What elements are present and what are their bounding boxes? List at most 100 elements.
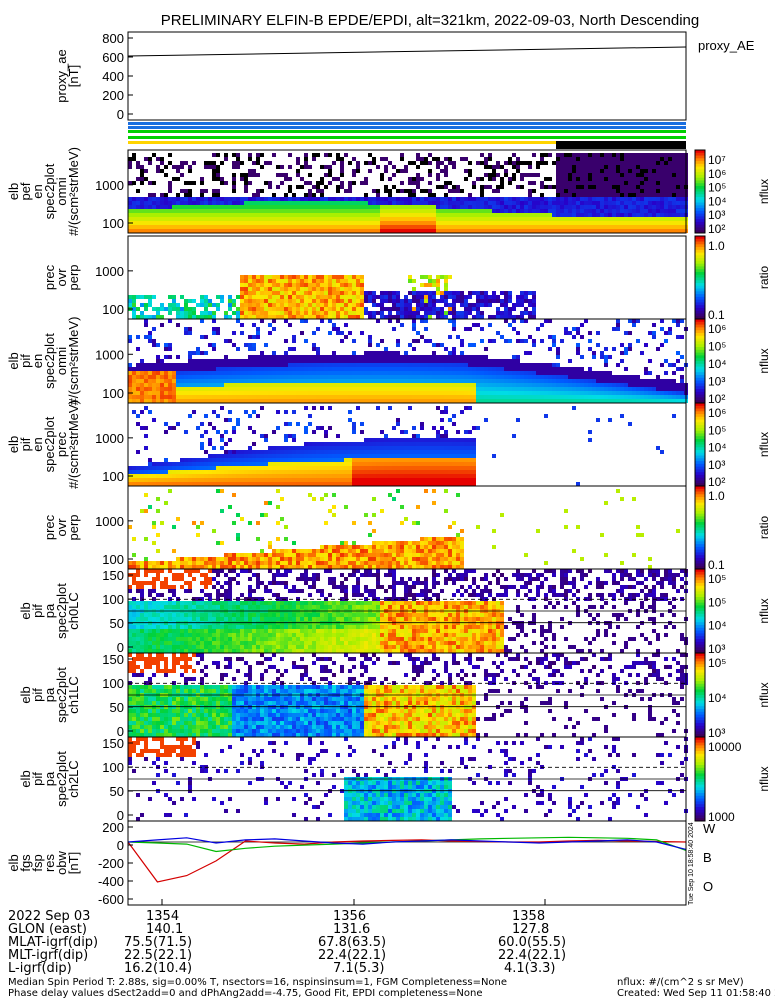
colorbar-tick-i-omni-4: 10²	[708, 392, 725, 406]
ylabel-i-ratio-0: prec	[42, 514, 57, 540]
ytick-proxy-ae-1: 600	[102, 50, 124, 65]
proxy-ae-legend: proxy_AE	[698, 38, 755, 53]
ylabel-i-prec-5: #/(scm²strMeV)	[66, 400, 81, 489]
ephem-label-l: L-igrf(dip)	[8, 961, 72, 976]
panel-pa-ch1	[127, 652, 706, 738]
colorbar-tick-i-omni-0: 10⁶	[708, 322, 726, 336]
colorbar-label-pa-ch1: nflux	[757, 682, 771, 707]
colorbar-tick-e-ratio-1: 0.1	[708, 308, 725, 322]
proxy-ae-line	[127, 46, 687, 57]
panel-e-ratio	[127, 235, 706, 320]
ylabel-e-omni-1: pef	[18, 182, 33, 200]
ylabel-e-omni-2: en	[30, 184, 45, 198]
ephem-mlt-2-value: 22.4(22.1)	[318, 948, 387, 963]
ephem-glon-3-value: 127.8	[512, 922, 550, 937]
ylabel-pa-ch0-0: elb	[18, 602, 33, 619]
colorbar-i-omni	[694, 318, 706, 404]
colorbar-label-pa-ch0: nflux	[757, 598, 771, 623]
ylabel-i-omni-4: omni	[54, 347, 69, 375]
ephemeris-row-glon: GLON (east)	[8, 923, 87, 936]
ytick-pa-ch2-1: 100	[102, 760, 124, 775]
ephem-tick-1354: 1354	[146, 910, 179, 923]
fgs-legend-B: B	[703, 850, 712, 865]
colorbar-tick-pa-ch2-1: 1000	[708, 810, 735, 824]
ylabel-i-omni-5: #/(scm²strMeV)	[66, 317, 81, 406]
ylabel-fgs-4: obw	[54, 850, 69, 874]
ylabel-e-omni-5: #/(scm²strMeV)	[66, 147, 81, 236]
ephem-l-3-value: 4.1(3.3)	[504, 961, 556, 976]
ylabel-pa-ch0-3: spec2plot	[54, 583, 69, 639]
ylabel-pa-ch2-1: pif	[30, 772, 45, 786]
ytick-fgs-3: -400	[98, 874, 124, 889]
panel-i-prec	[127, 402, 706, 487]
colorbar-tick-i-ratio-1: 0.1	[708, 558, 725, 572]
ylabel-i-ratio-2: perp	[66, 514, 81, 540]
colorbar-i-prec	[694, 402, 706, 487]
ylabel-pa-ch0-2: pa	[42, 603, 57, 618]
side-timestamp: Tue Sep 10 18:58:40 2024	[688, 822, 695, 905]
ylabel-pa-ch1-3: spec2plot	[54, 667, 69, 723]
ephem-l-3: 4.1(3.3)	[504, 961, 556, 976]
ytick-e-omni-1: 100	[102, 216, 124, 231]
colorbar-tick-pa-ch0-2: 10⁴	[708, 619, 727, 633]
colorbar-pa-ch1	[694, 652, 706, 738]
ytick-pa-ch0-2: 50	[110, 616, 124, 631]
panel-pa-ch2	[127, 736, 706, 822]
ytick-proxy-ae-2: 400	[102, 69, 124, 84]
colorbar-tick-pa-ch1-2: 10³	[708, 726, 725, 740]
ytick-pa-ch0-1: 100	[102, 592, 124, 607]
ytick-proxy-ae-3: 200	[102, 88, 124, 103]
ytick-pa-ch1-1: 100	[102, 676, 124, 691]
ylabel-pa-ch2-3: spec2plot	[54, 751, 69, 807]
ylabel-e-ratio-0: prec	[42, 264, 57, 290]
ylabel-e-ratio-1: ovr	[54, 268, 69, 287]
colorbar-i-ratio	[694, 485, 706, 570]
ylabel-pa-ch1-2: pa	[42, 687, 57, 702]
ephem-l-2-value: 7.1(5.3)	[333, 961, 385, 976]
colorbar-tick-e-omni-2: 10⁵	[708, 181, 726, 195]
ylabel-proxy-ae-1: [nT]	[66, 65, 81, 87]
ylabel-pa-ch2-0: elb	[18, 770, 33, 787]
ephemeris-row-0: 2022 Sep 03	[8, 910, 90, 923]
ylabel-i-prec-4: prec	[54, 431, 69, 457]
status-bar-2	[128, 130, 686, 133]
ytick-e-omni-0: 1000	[95, 178, 124, 193]
ephem-tick-1356: 1356	[333, 909, 367, 924]
colorbar-label-pa-ch2: nflux	[757, 766, 771, 791]
ephem-label-mlat: MLAT-igrf(dip)	[8, 935, 99, 950]
fgs-series-O	[127, 837, 687, 850]
status-bar-1	[128, 126, 686, 129]
colorbar-tick-pa-ch2-0: 10000	[708, 740, 742, 754]
ytick-i-omni-1: 100	[102, 386, 124, 401]
colorbar-tick-i-prec-1: 10⁵	[708, 423, 726, 437]
panel-i-ratio	[127, 485, 706, 570]
ylabel-e-omni-4: omni	[54, 177, 69, 205]
colorbar-tick-i-prec-0: 10⁶	[708, 406, 726, 420]
ephem-mlt-1: 22.5(22.1)	[124, 949, 192, 962]
ylabel-i-ratio-1: ovr	[54, 518, 69, 537]
footer-line-1: Median Spin Period T: 2.88s, sig=0.00% T…	[8, 977, 508, 988]
ephem-mlat-3-value: 60.0(55.5)	[498, 935, 567, 950]
ephemeris-row-l: L-igrf(dip)	[8, 961, 72, 976]
ylabel-e-ratio-2: perp	[66, 264, 81, 290]
colorbar-tick-i-omni-3: 10³	[708, 375, 725, 389]
ytick-fgs-1: 0	[117, 838, 124, 853]
ylabel-i-omni-2: en	[30, 354, 45, 368]
ephem-mlat-1-value: 75.5(71.5)	[124, 935, 193, 950]
ylabel-i-prec-3: spec2plot	[42, 416, 57, 472]
ytick-pa-ch2-3: 0	[117, 808, 124, 823]
ytick-fgs-4: -600	[98, 892, 124, 907]
ylabel-pa-ch1-4: ch1LC	[66, 676, 81, 714]
panels-layer: proxy_AE8006004002000proxy_ae[nT]10⁷10⁶1…	[6, 31, 771, 907]
colorbar-tick-e-omni-5: 10²	[708, 222, 725, 236]
colorbar-label-i-ratio: ratio	[757, 516, 771, 540]
ephem-l-1-value: 16.2(10.4)	[124, 961, 193, 976]
ytick-pa-ch1-0: 150	[102, 652, 124, 667]
ephem-tick-1356-label: 1356	[333, 909, 367, 924]
colorbar-tick-e-omni-1: 10⁶	[708, 167, 726, 181]
ylabel-fgs-1: fgs	[18, 854, 33, 872]
panel-fgs	[127, 820, 687, 906]
colorbar-pa-ch0	[694, 568, 706, 654]
footer-units: nflux: #/(cm^2 s sr MeV)	[617, 977, 744, 988]
figure-title: PRELIMINARY ELFIN-B EPDE/EPDI, alt=321km…	[161, 12, 699, 29]
